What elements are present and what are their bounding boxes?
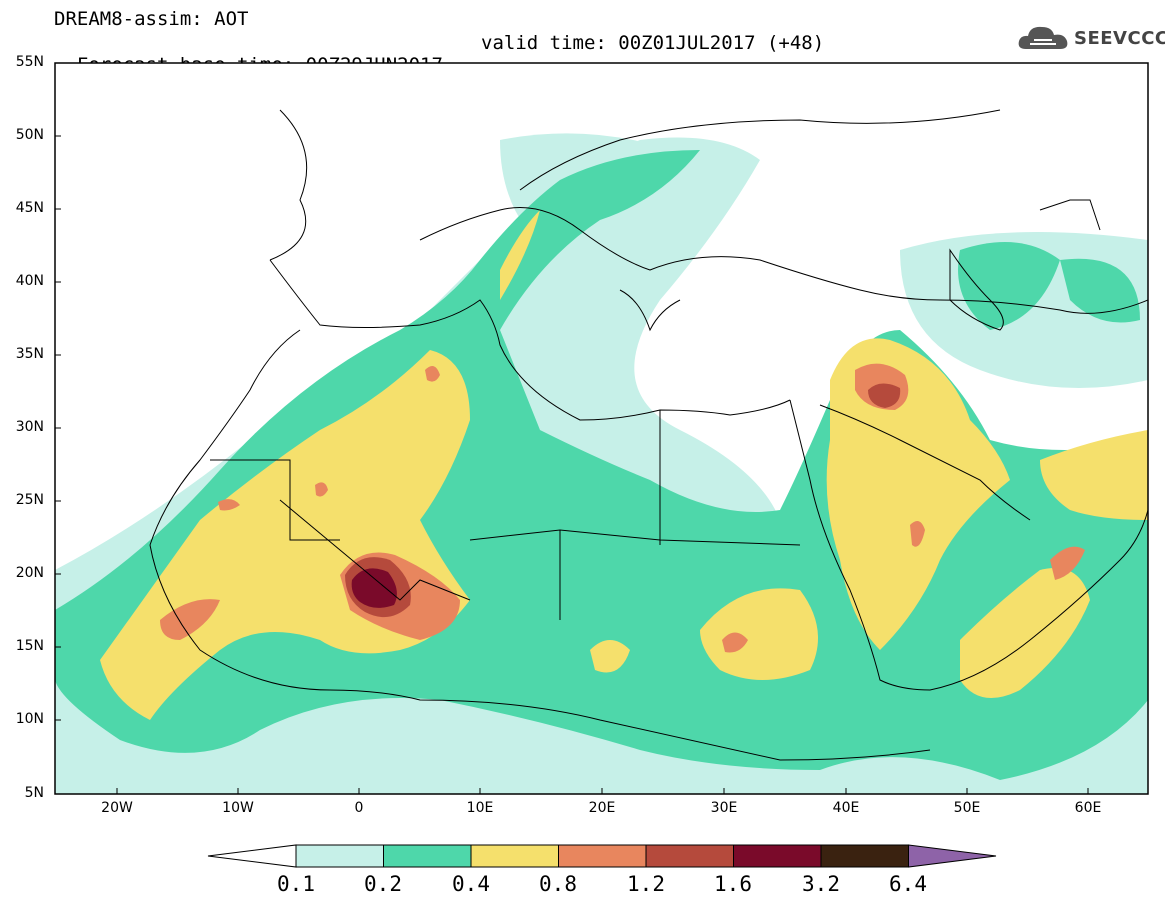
colorbar-swatch: [733, 844, 822, 868]
lon-label: 60E: [1074, 800, 1102, 816]
colorbar-label: 0.1: [277, 872, 315, 896]
lat-label: 15N: [15, 638, 44, 654]
colorbar-label: 1.2: [627, 872, 665, 896]
coastlines-borders: [149, 109, 1148, 761]
lat-label: 25N: [15, 492, 44, 508]
lat-label: 5N: [24, 785, 44, 801]
lon-label: 40E: [832, 800, 860, 816]
colorbar-label: 1.6: [714, 872, 752, 896]
colorbar-label: 3.2: [802, 872, 840, 896]
lat-label: 10N: [15, 711, 44, 727]
lon-label: 50E: [953, 800, 981, 816]
colorbar-swatch: [295, 844, 384, 868]
lat-label: 40N: [15, 273, 44, 289]
lat-label: 55N: [15, 54, 44, 70]
aot-extreme-field: [351, 568, 397, 608]
lat-label: 50N: [15, 127, 44, 143]
lat-label: 35N: [15, 346, 44, 362]
map-title: DREAM8-assim: AOT: [54, 8, 249, 30]
colorbar-label: 0.2: [364, 872, 402, 896]
logo-text: SEEVCCC: [1074, 28, 1165, 49]
lon-label: 0: [354, 800, 364, 816]
colorbar-swatch: [383, 844, 472, 868]
colorbar-label: 6.4: [889, 872, 927, 896]
cloud-icon: [1018, 26, 1068, 49]
colorbar-label: 0.4: [452, 872, 490, 896]
lon-label: 10E: [466, 800, 494, 816]
valid-time-label: valid time: 00Z01JUL2017 (+48): [481, 32, 825, 54]
colorbar-under-arrow: [207, 844, 297, 868]
colorbar-label: 0.8: [539, 872, 577, 896]
colorbar-swatch: [820, 844, 909, 868]
colorbar-swatch: [645, 844, 734, 868]
lon-label: 20E: [588, 800, 616, 816]
colorbar-swatch: [470, 844, 559, 868]
aot-fields: [55, 63, 1148, 794]
lat-label: 20N: [15, 565, 44, 581]
lon-label: 20W: [101, 800, 133, 816]
colorbar-swatch: [558, 844, 647, 868]
seevccc-logo: SEEVCCC: [1016, 22, 1165, 56]
lon-label: 10W: [222, 800, 254, 816]
colorbar: [207, 844, 997, 868]
axis-ticks: [55, 62, 1089, 795]
lat-label: 45N: [15, 200, 44, 216]
colorbar-over-arrow: [908, 844, 997, 868]
lat-label: 30N: [15, 419, 44, 435]
lon-label: 30E: [710, 800, 738, 816]
